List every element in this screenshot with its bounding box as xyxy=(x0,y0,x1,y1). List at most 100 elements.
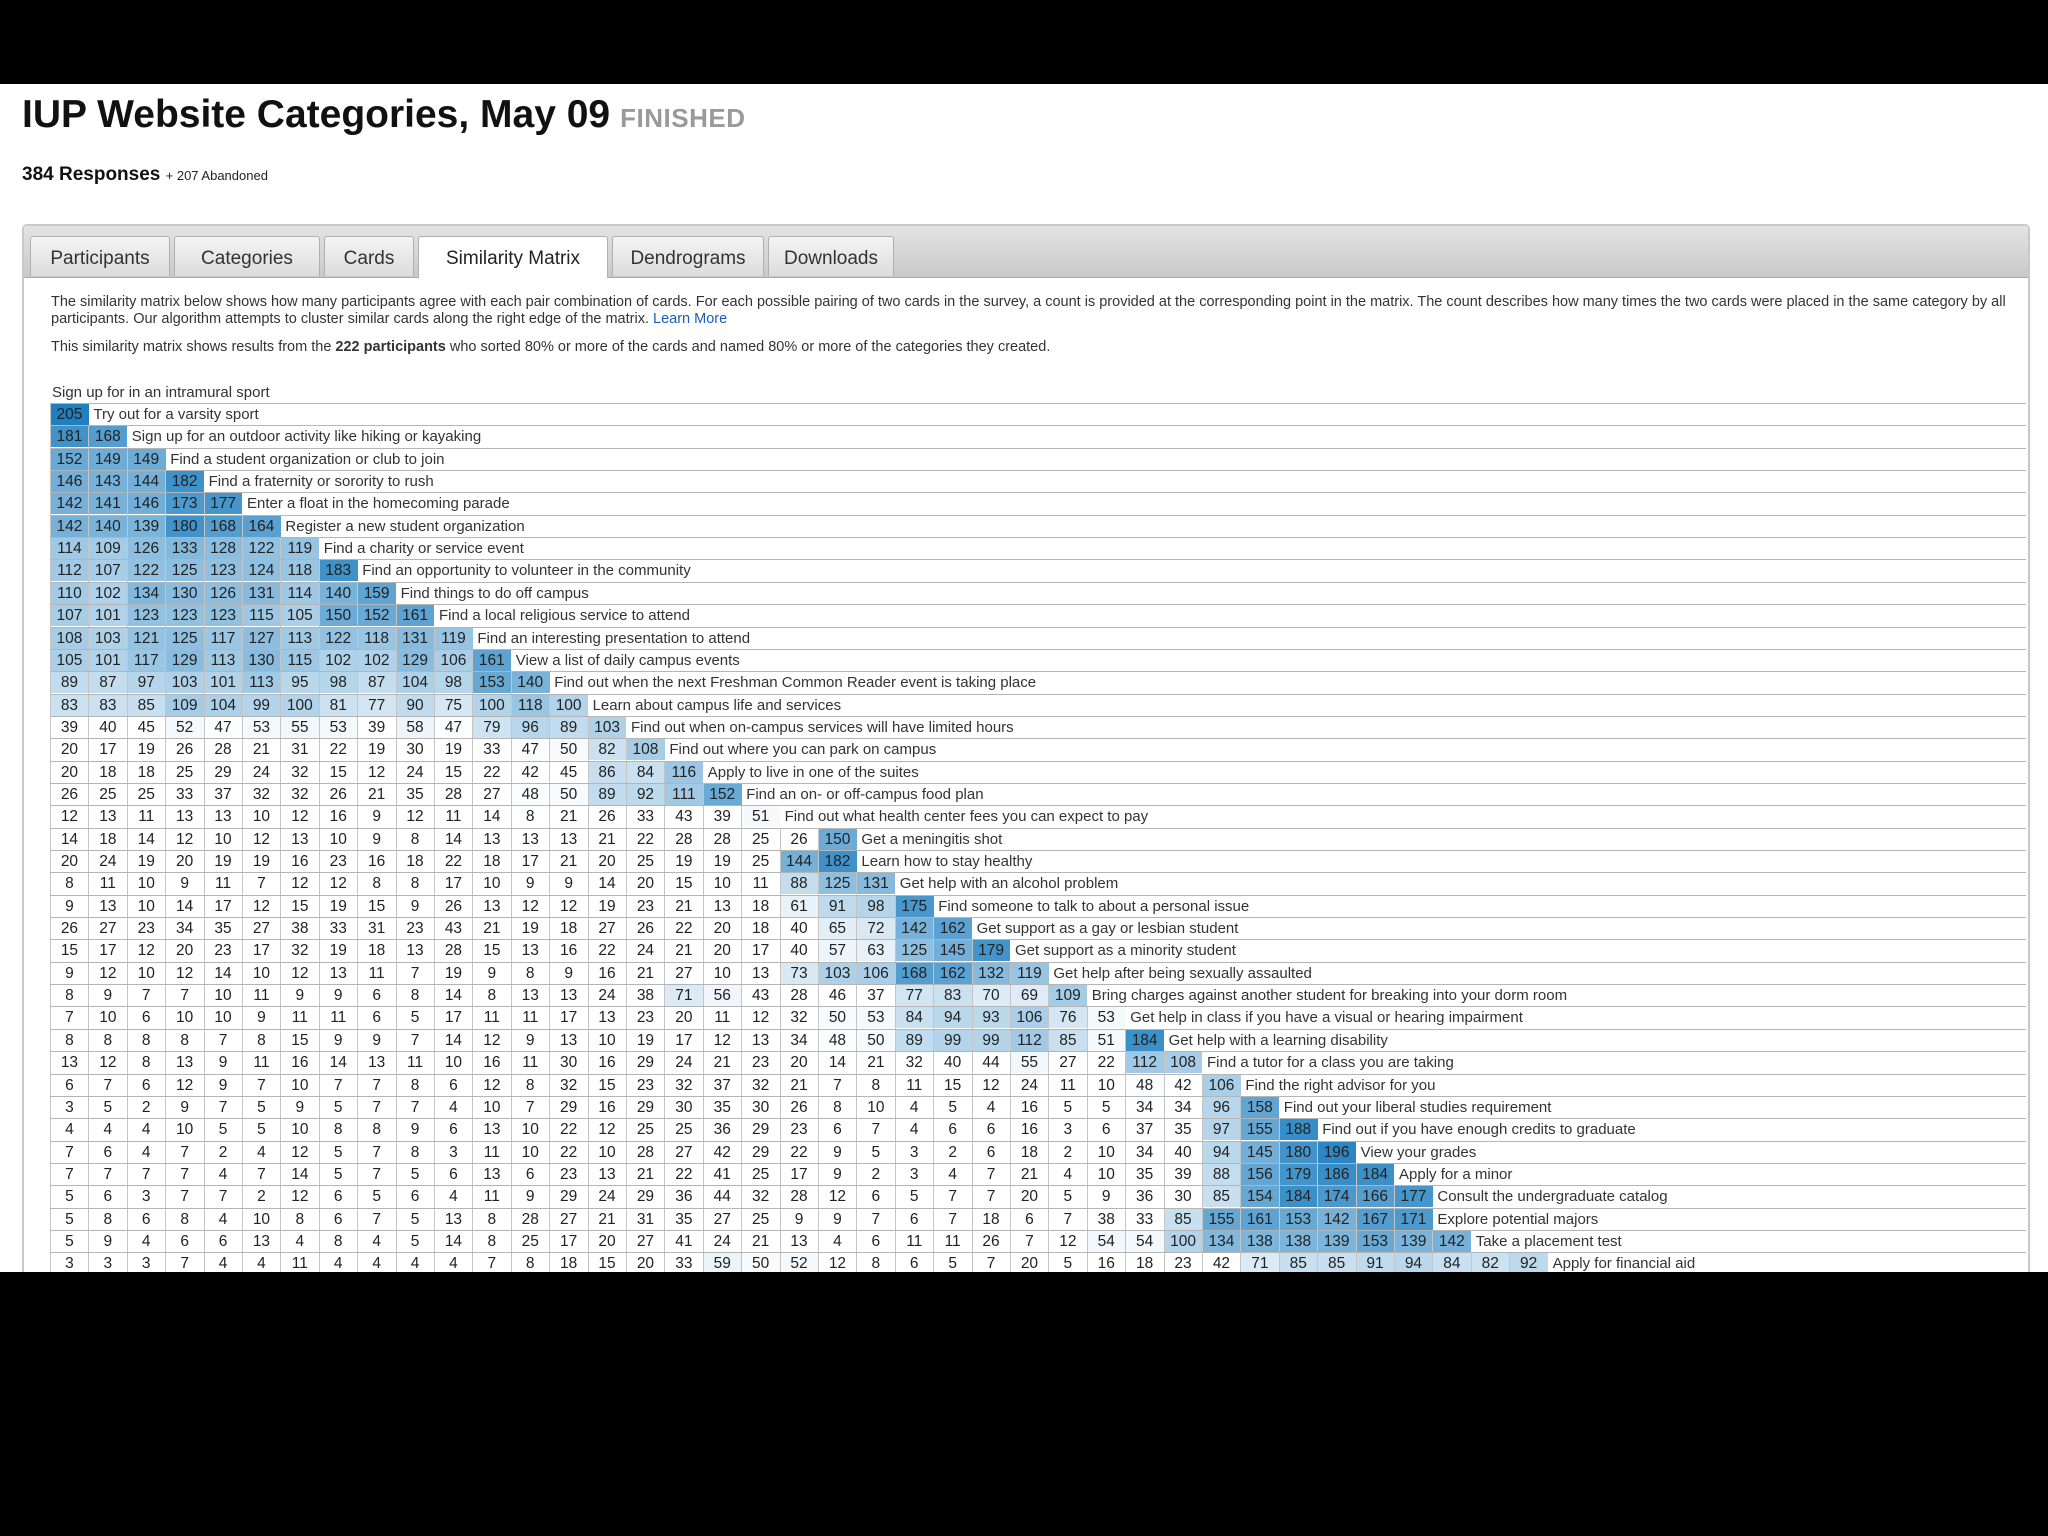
cell-divider xyxy=(50,627,51,650)
matrix-cell: 20 xyxy=(1010,1253,1049,1272)
matrix-cell: 17 xyxy=(510,851,550,872)
matrix-cell: 22 xyxy=(549,1141,589,1163)
cell-divider xyxy=(626,1253,627,1272)
row-divider xyxy=(50,1051,2026,1053)
cell-divider xyxy=(510,940,512,963)
tab-similarity-matrix[interactable]: Similarity Matrix xyxy=(418,236,608,278)
cell-divider xyxy=(894,962,896,986)
tab-dendrograms[interactable]: Dendrograms xyxy=(612,236,764,276)
matrix-cell: 21 xyxy=(741,1230,781,1252)
cell-divider xyxy=(1394,1208,1395,1231)
matrix-cell: 28 xyxy=(702,828,742,850)
matrix-cell: 5 xyxy=(1086,1096,1126,1118)
matrix-cell: 6 xyxy=(434,1074,473,1096)
matrix-cell: 196 xyxy=(1317,1141,1357,1163)
cell-divider xyxy=(1010,1007,1011,1030)
matrix-cell: 101 xyxy=(88,605,128,627)
cell-divider xyxy=(50,962,51,986)
cell-divider xyxy=(88,873,90,896)
cell-divider xyxy=(702,1230,704,1254)
cell-divider xyxy=(1086,1141,1088,1164)
tab-participants[interactable]: Participants xyxy=(30,236,170,276)
tab-downloads[interactable]: Downloads xyxy=(768,236,894,276)
matrix-cell: 83 xyxy=(50,694,89,716)
cell-divider xyxy=(50,471,51,494)
cell-divider xyxy=(472,783,474,807)
cell-divider xyxy=(318,828,320,851)
matrix-cell: 11 xyxy=(434,806,473,828)
matrix-cell: 5 xyxy=(203,1119,243,1141)
cell-divider xyxy=(242,1074,243,1097)
matrix-cell: 44 xyxy=(971,1052,1011,1074)
matrix-cell: 2 xyxy=(242,1186,281,1208)
cell-divider xyxy=(280,1186,282,1209)
matrix-cell: 21 xyxy=(664,940,704,962)
matrix-cell: 149 xyxy=(126,448,166,470)
cell-divider xyxy=(702,895,704,919)
cell-divider xyxy=(856,1163,858,1187)
matrix-cell: 12 xyxy=(165,1074,205,1096)
cell-divider xyxy=(1010,1096,1011,1120)
matrix-cell: 17 xyxy=(549,1230,589,1252)
matrix-cell: 95 xyxy=(280,672,320,694)
matrix-cell: 21 xyxy=(856,1052,896,1074)
matrix-cell: 12 xyxy=(280,962,320,984)
matrix-cell: 18 xyxy=(741,918,781,940)
cell-divider xyxy=(1086,1253,1088,1272)
matrix-cell: 6 xyxy=(203,1230,243,1252)
cell-divider xyxy=(587,761,589,784)
matrix-cell: 20 xyxy=(702,940,742,962)
matrix-cell: 29 xyxy=(549,1096,589,1118)
matrix-cell: 21 xyxy=(242,739,281,761)
matrix-cell: 20 xyxy=(626,1253,665,1272)
cell-divider xyxy=(549,694,551,717)
cell-divider xyxy=(549,1253,551,1272)
cell-divider xyxy=(318,1208,320,1231)
cell-divider xyxy=(971,962,973,986)
cell-divider xyxy=(434,649,435,673)
cell-divider xyxy=(971,1119,973,1142)
matrix-cell: 9 xyxy=(165,1096,205,1118)
matrix-cell: 32 xyxy=(280,761,320,783)
matrix-cell: 29 xyxy=(203,761,243,783)
cell-divider xyxy=(702,1074,704,1097)
learn-more-link[interactable]: Learn More xyxy=(653,311,728,327)
participants-post: who sorted 80% or more of the cards and … xyxy=(449,339,1051,355)
cell-divider xyxy=(856,1208,858,1231)
cell-divider xyxy=(510,873,512,896)
cell-divider xyxy=(165,716,167,740)
matrix-cell: 35 xyxy=(395,783,435,805)
cell-divider xyxy=(165,918,167,941)
cell-divider xyxy=(203,1007,205,1030)
matrix-cell: 33 xyxy=(318,918,358,940)
matrix-cell: 12 xyxy=(126,940,166,962)
cell-divider xyxy=(357,605,359,628)
matrix-cell: 18 xyxy=(549,1253,589,1272)
matrix-cell: 155 xyxy=(1240,1119,1280,1141)
cell-divider xyxy=(280,962,282,986)
cell-divider xyxy=(1010,1163,1011,1187)
response-count: 384 Responses + 207 Abandoned xyxy=(22,164,268,186)
cell-divider xyxy=(242,1029,243,1053)
cell-divider xyxy=(434,851,435,874)
matrix-cell: 13 xyxy=(549,828,589,850)
cell-divider xyxy=(395,627,397,650)
tab-cards[interactable]: Cards xyxy=(324,236,414,276)
matrix-cell: 23 xyxy=(626,1007,665,1029)
matrix-cell: 12 xyxy=(472,1029,512,1051)
matrix-cell: 10 xyxy=(242,806,281,828)
cell-divider xyxy=(318,1007,320,1030)
matrix-cell: 4 xyxy=(894,1096,934,1118)
matrix-cell: 12 xyxy=(971,1074,1011,1096)
matrix-cell: 21 xyxy=(587,1208,627,1230)
cell-divider xyxy=(856,1253,858,1272)
cell-divider xyxy=(779,1141,781,1164)
cell-divider xyxy=(626,806,627,829)
cell-divider xyxy=(280,918,282,941)
tab-categories[interactable]: Categories xyxy=(174,236,320,276)
cell-divider xyxy=(933,1253,935,1272)
cell-divider xyxy=(472,828,474,851)
matrix-cell: 5 xyxy=(318,1141,358,1163)
row-divider xyxy=(50,738,2026,740)
cell-divider xyxy=(472,1253,474,1272)
